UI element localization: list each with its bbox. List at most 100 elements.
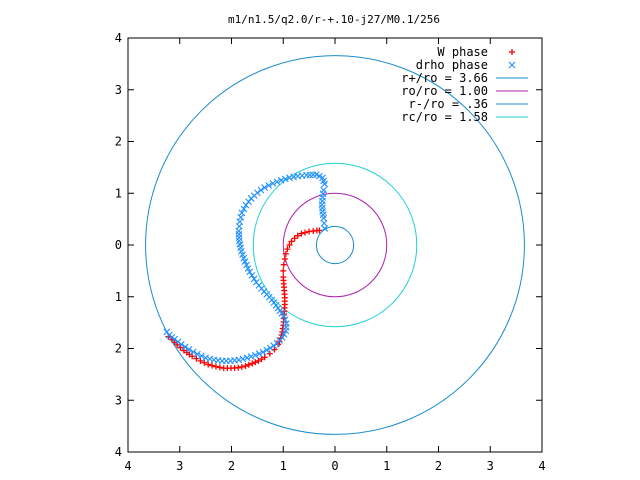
y-tick-label: 1 (115, 186, 122, 200)
drho_phase-point (281, 175, 289, 183)
w_phase-point (286, 242, 293, 248)
drho_phase-point (269, 180, 277, 187)
w_phase-point (284, 246, 291, 253)
y-tick-label: 4 (115, 445, 122, 459)
legend-label: W phase (437, 45, 488, 59)
x-tick-label: 1 (383, 459, 390, 473)
drho_phase-point (273, 339, 281, 347)
reference-circles (145, 55, 525, 435)
drho_phase-point (246, 268, 254, 276)
y-tick-label: 2 (115, 135, 122, 149)
w_phase-point (197, 357, 204, 364)
w_phase-point (249, 360, 256, 367)
drho_phase-point (277, 176, 285, 184)
legend-marker (508, 61, 516, 69)
drho_phase-point (163, 328, 171, 336)
drho_phase-point (239, 355, 247, 363)
x-tick-label: 2 (435, 459, 442, 473)
legend-label: ro/ro = 1.00 (401, 84, 488, 98)
drho_phase-point (189, 348, 197, 356)
w_phase-point (201, 359, 208, 366)
legend-label: drho phase (416, 58, 488, 72)
circle-r_o (282, 192, 388, 298)
drho_phase-point (280, 330, 288, 338)
drho_phase-point (210, 356, 218, 364)
drho_phase-point (320, 186, 328, 194)
x-tick-label: 1 (280, 459, 287, 473)
drho_phase-point (243, 261, 250, 269)
drho_phase-point (273, 178, 281, 186)
y-tick-label: 2 (115, 342, 122, 356)
y-tick-label: 3 (115, 83, 122, 97)
drho_phase-point (198, 352, 205, 360)
drho_phase-point (259, 348, 267, 356)
w_phase-point (252, 359, 259, 366)
drho_phase-point (282, 327, 290, 335)
drho_phase-point (281, 316, 289, 324)
drho_phase-point (270, 342, 278, 350)
legend-label: rc/ro = 1.58 (401, 110, 488, 124)
circle-r_c (252, 162, 418, 328)
w_phase-point (212, 363, 219, 370)
drho_phase-point (257, 186, 265, 194)
drho_phase-point (242, 201, 250, 209)
x-tick-label: 4 (538, 459, 545, 473)
w_phase-point (205, 361, 212, 368)
y-tick-label: 3 (115, 393, 122, 407)
x-tick-label: 3 (487, 459, 494, 473)
drho_phase-point (280, 312, 288, 320)
drho_phase-point (240, 205, 248, 213)
drho_phase-point (248, 271, 256, 279)
circle-r_minus (315, 225, 355, 265)
drho_phase-point (266, 344, 274, 352)
phase-points (163, 171, 329, 372)
x-tick-label: 0 (331, 459, 338, 473)
w_phase-point (255, 357, 262, 364)
w_phase-point (301, 229, 308, 236)
drho_phase-point (263, 346, 271, 354)
drho_phase-point (193, 350, 201, 358)
drho_phase-point (247, 353, 255, 360)
drho_phase-point (241, 258, 249, 265)
w_phase-point (258, 356, 265, 363)
drho_phase-point (250, 275, 258, 283)
drho_phase-point (286, 174, 293, 182)
legend-marker (509, 49, 515, 55)
x-tick-label: 2 (228, 459, 235, 473)
w_phase-point (266, 350, 273, 357)
w_phase-point (306, 228, 313, 235)
drho_phase-point (185, 346, 193, 353)
x-tick-label: 4 (124, 459, 131, 473)
drho_phase-point (202, 354, 210, 362)
chart-title: m1/n1.5/q2.0/r-+.10-j27/M0.1/256 (228, 13, 440, 26)
drho_phase-point (181, 343, 189, 351)
w_phase-point (209, 362, 216, 369)
w_phase-point (261, 354, 268, 361)
drho_phase-point (265, 182, 273, 189)
w_phase-point (280, 267, 287, 274)
drho_phase-point (237, 213, 245, 221)
circle-r_plus (145, 55, 525, 435)
w_phase-point (242, 363, 249, 370)
w_phase-point (220, 365, 227, 372)
w_phase-point (238, 363, 245, 370)
drho_phase-point (261, 184, 269, 191)
w_phase-point (294, 232, 301, 239)
w_phase-point (216, 364, 223, 371)
legend-label: r+/ro = 3.66 (401, 71, 488, 85)
y-tick-label: 4 (115, 31, 122, 45)
y-tick-label: 0 (115, 238, 122, 252)
drho_phase-point (206, 355, 214, 363)
w_phase-point (282, 250, 289, 257)
drho_phase-point (243, 354, 251, 362)
w_phase-point (281, 255, 288, 262)
w_phase-point (280, 261, 287, 268)
w_phase-point (298, 230, 305, 237)
w_phase-point (245, 361, 252, 368)
y-tick-label: 1 (115, 290, 122, 304)
drho_phase-point (255, 350, 263, 358)
drho_phase-point (251, 351, 259, 359)
